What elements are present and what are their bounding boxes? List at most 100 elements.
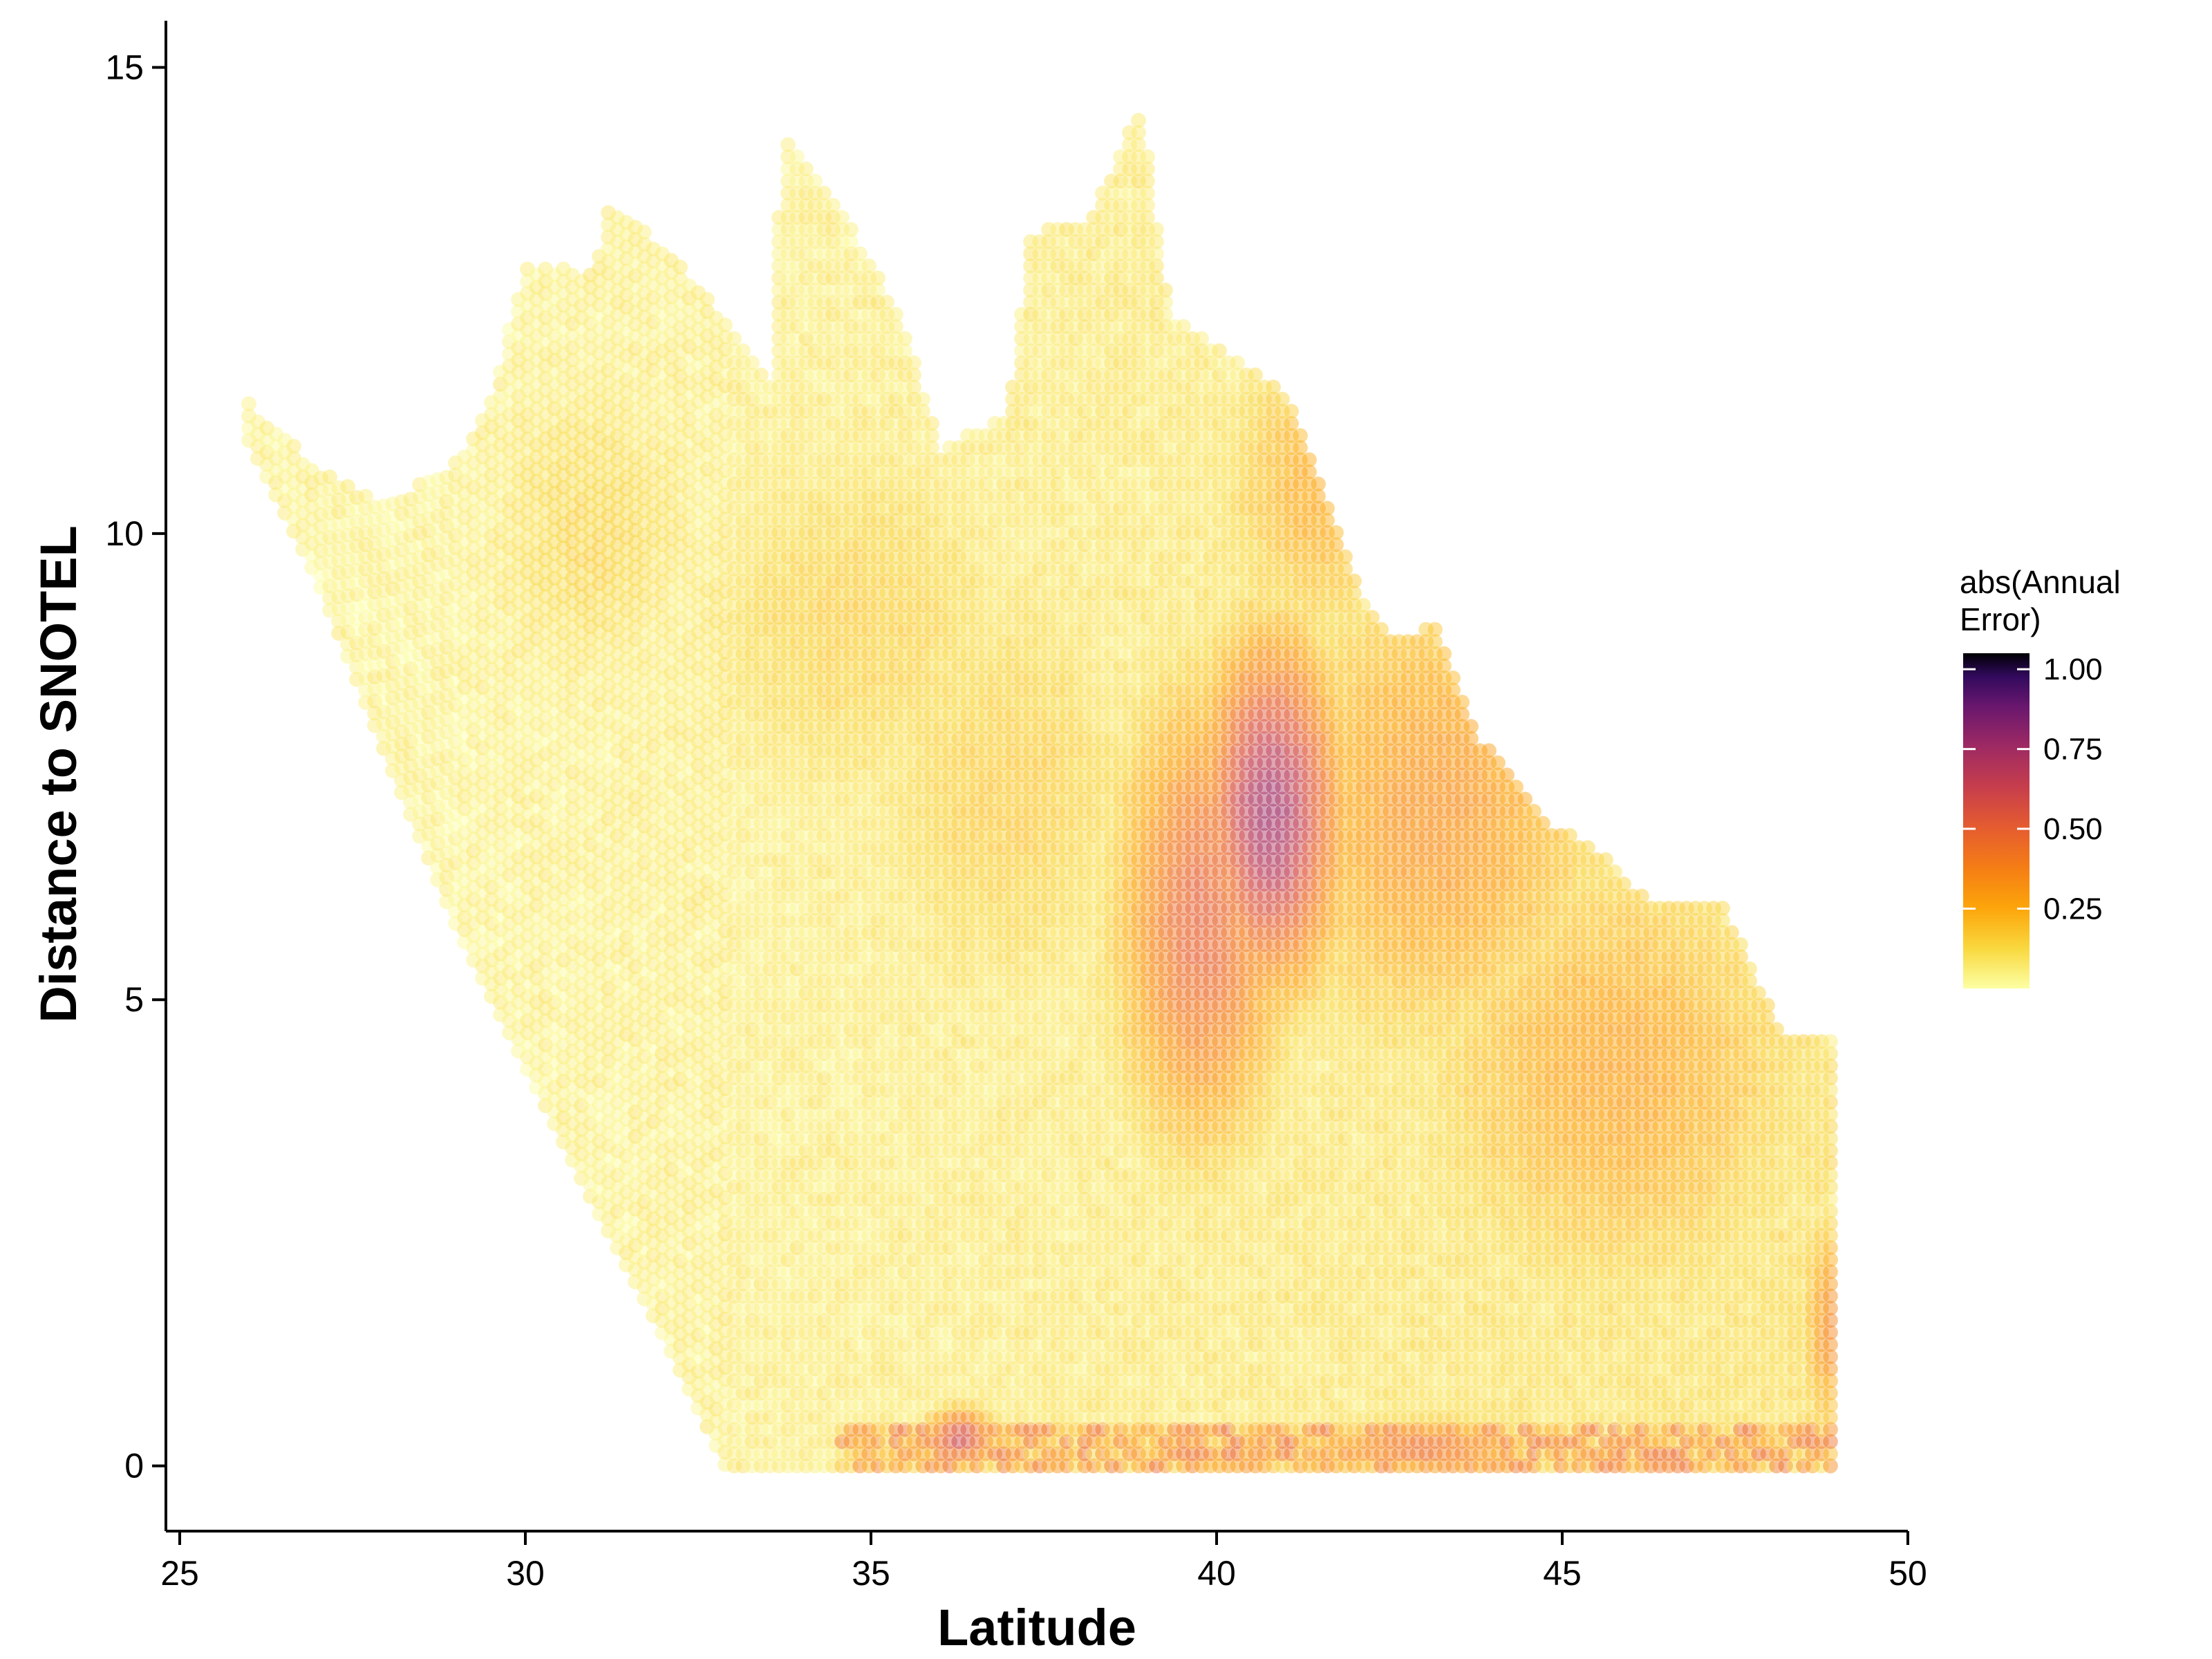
data-point (438, 881, 455, 898)
data-point (321, 493, 338, 509)
data-point (375, 679, 392, 696)
data-point (321, 565, 338, 582)
data-point (636, 224, 653, 241)
data-point (402, 491, 419, 507)
data-point (330, 552, 347, 569)
data-point (375, 570, 392, 587)
data-point (330, 480, 347, 496)
data-point (420, 753, 437, 769)
data-point (411, 610, 428, 626)
data-point (393, 651, 410, 668)
data-point (330, 625, 347, 641)
data-point (357, 585, 374, 601)
data-point (456, 800, 473, 817)
data-point (402, 661, 419, 677)
data-point (321, 505, 338, 522)
data-point (348, 610, 365, 627)
data-point (285, 498, 302, 515)
data-point (312, 482, 329, 498)
data-point (456, 449, 473, 465)
data-point (268, 438, 284, 455)
data-point (330, 577, 347, 593)
data-point (456, 667, 473, 684)
data-point (438, 748, 455, 765)
data-point (357, 609, 374, 626)
data-point (384, 508, 401, 525)
data-point (375, 740, 392, 757)
data-point (339, 575, 356, 592)
data-point (285, 438, 302, 455)
data-point (456, 788, 473, 805)
data-point (456, 836, 473, 853)
data-point (438, 615, 455, 631)
data-point (429, 666, 446, 682)
data-point (411, 706, 428, 723)
data-point (429, 617, 446, 633)
data-point (259, 420, 275, 436)
data-point (294, 517, 311, 534)
data-point (321, 481, 338, 497)
data-point (375, 546, 392, 563)
data-point (411, 646, 428, 663)
data-point (312, 554, 329, 571)
data-point (411, 719, 428, 735)
data-point (915, 391, 931, 408)
data-point (456, 679, 473, 695)
data-point (447, 455, 464, 471)
data-point (321, 529, 338, 546)
data-point (366, 644, 383, 661)
data-point (420, 523, 437, 539)
data-point (393, 603, 410, 619)
data-point (420, 474, 437, 491)
data-point (420, 608, 437, 624)
data-point (456, 703, 473, 720)
data-point (456, 594, 473, 611)
data-point (384, 568, 401, 585)
data-point (402, 721, 419, 738)
data-point (330, 589, 347, 605)
data-point (438, 578, 455, 594)
data-point (429, 835, 446, 852)
data-point (348, 501, 365, 518)
data-point (375, 534, 392, 551)
data-point (402, 503, 419, 520)
data-point (348, 514, 365, 530)
data-point (420, 704, 437, 721)
data-point (438, 566, 455, 583)
data-point (250, 438, 266, 455)
data-point (384, 544, 401, 561)
data-point (438, 821, 455, 837)
data-point (366, 523, 383, 540)
data-point (375, 716, 392, 733)
data-point (429, 532, 446, 549)
data-point (438, 893, 455, 910)
data-point (456, 582, 473, 599)
data-point (312, 530, 329, 547)
data-point (285, 450, 302, 467)
data-point (312, 494, 329, 511)
data-point (330, 491, 347, 508)
data-point (447, 830, 464, 847)
data-point (429, 653, 446, 670)
data-point (357, 512, 374, 529)
data-point (357, 536, 374, 553)
data-point (393, 542, 410, 559)
data-point (438, 639, 455, 655)
data-point (393, 760, 410, 776)
data-point (447, 576, 464, 592)
data-point (465, 903, 482, 920)
data-point (303, 498, 320, 515)
data-point (268, 462, 284, 479)
data-point (420, 486, 437, 503)
data-point (393, 700, 410, 716)
data-point (366, 681, 383, 697)
data-point (456, 849, 473, 865)
data-point (357, 670, 374, 686)
data-point (303, 559, 320, 576)
data-point (402, 527, 419, 544)
data-point (375, 522, 392, 538)
data-point (375, 594, 392, 611)
data-point (420, 777, 437, 794)
data-point (366, 511, 383, 527)
data-point (384, 666, 401, 682)
